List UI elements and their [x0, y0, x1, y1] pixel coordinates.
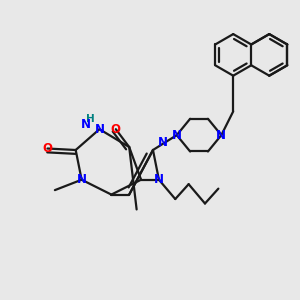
Text: N: N	[94, 123, 104, 136]
Text: O: O	[111, 123, 121, 136]
Text: N: N	[158, 136, 168, 149]
Text: H: H	[86, 114, 95, 124]
Text: O: O	[43, 142, 52, 155]
Text: N: N	[76, 173, 87, 186]
Text: N: N	[172, 129, 182, 142]
Text: N: N	[81, 118, 91, 131]
Text: N: N	[154, 173, 164, 186]
Text: N: N	[216, 129, 226, 142]
